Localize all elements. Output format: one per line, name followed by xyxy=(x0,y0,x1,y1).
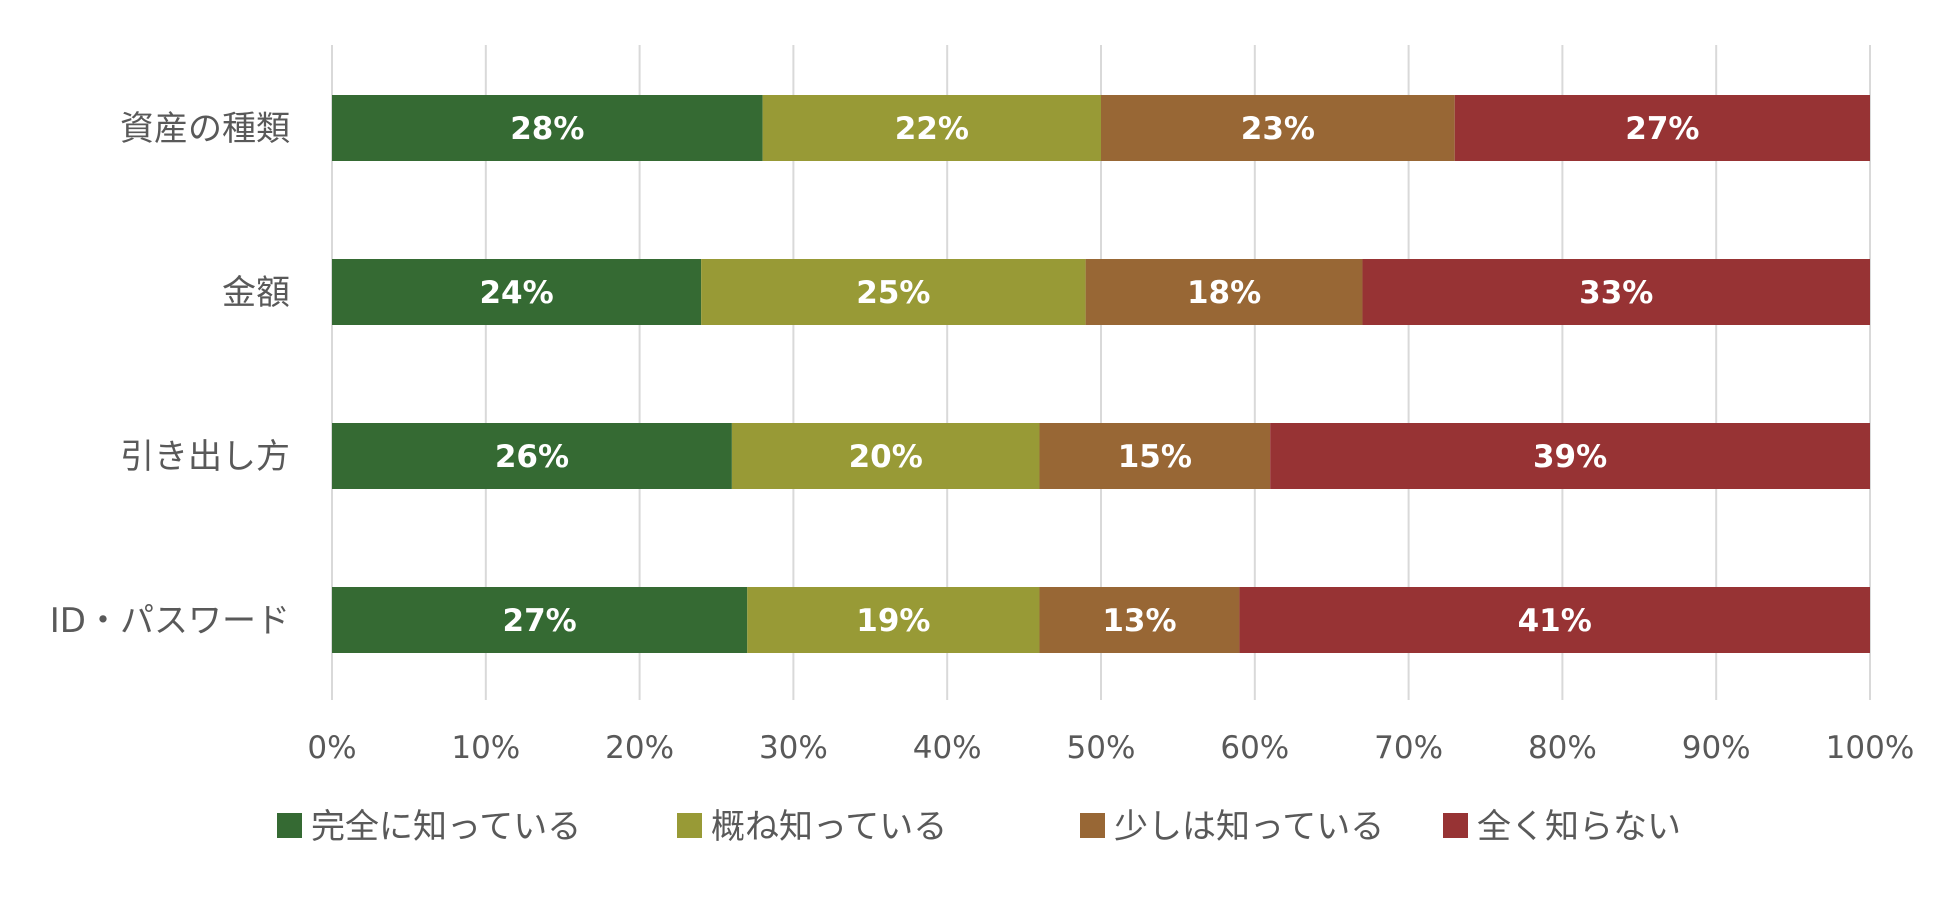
data-label: 20% xyxy=(849,439,923,475)
data-label: 18% xyxy=(1187,275,1261,311)
data-label: 39% xyxy=(1533,439,1607,475)
data-label: 24% xyxy=(479,275,553,311)
x-tick-label: 60% xyxy=(1220,730,1289,766)
x-tick-label: 80% xyxy=(1528,730,1597,766)
x-tick-label: 90% xyxy=(1682,730,1751,766)
category-label: 資産の種類 xyxy=(120,109,290,149)
bar-segment xyxy=(1362,259,1870,325)
data-label: 15% xyxy=(1118,439,1192,475)
data-label: 27% xyxy=(503,603,577,639)
legend-swatch xyxy=(1080,813,1105,838)
bar-segment xyxy=(731,423,1040,489)
bar-segment xyxy=(1270,423,1870,489)
bar-segment xyxy=(1454,95,1870,161)
bar-segment xyxy=(332,95,763,161)
bar-segment xyxy=(332,587,748,653)
data-label: 33% xyxy=(1579,275,1653,311)
data-label: 27% xyxy=(1625,111,1699,147)
bar-segment xyxy=(1239,587,1870,653)
category-label: 金額 xyxy=(222,273,290,313)
data-label: 13% xyxy=(1102,603,1176,639)
legend-label: 概ね知っている xyxy=(711,807,947,847)
legend-label: 少しは知っている xyxy=(1114,807,1384,847)
legend-swatch xyxy=(1443,813,1468,838)
legend: 完全に知っている 概ね知っている 少しは知っている 全く知らない xyxy=(277,807,1681,847)
x-tick-label: 70% xyxy=(1374,730,1443,766)
legend-label: 全く知らない xyxy=(1477,807,1681,847)
x-tick-label: 20% xyxy=(605,730,674,766)
data-label: 25% xyxy=(856,275,930,311)
legend-swatch xyxy=(677,813,702,838)
bar-segment xyxy=(747,587,1040,653)
data-label: 19% xyxy=(856,603,930,639)
value-axis: 0% 10% 20% 30% 40% 50% 60% 70% 80% 90% 100% xyxy=(307,730,1914,766)
x-tick-label: 50% xyxy=(1067,730,1136,766)
bars xyxy=(332,95,1870,653)
x-tick-label: 30% xyxy=(759,730,828,766)
data-label: 23% xyxy=(1241,111,1315,147)
category-label: ID・パスワード xyxy=(50,601,290,641)
data-label: 22% xyxy=(895,111,969,147)
data-labels: 28% 22% 23% 27% 24% 25% 18% 33% 26% 20% 15% 39% 27% 1… xyxy=(479,111,1699,639)
data-label: 26% xyxy=(495,439,569,475)
data-label: 28% xyxy=(510,111,584,147)
x-tick-label: 100% xyxy=(1826,730,1915,766)
bar-segment xyxy=(762,95,1101,161)
legend-swatch xyxy=(277,813,302,838)
bar-segment xyxy=(1085,259,1363,325)
x-tick-label: 40% xyxy=(913,730,982,766)
bar-segment xyxy=(1039,587,1240,653)
legend-label: 完全に知っている xyxy=(311,807,581,847)
category-label: 引き出し方 xyxy=(120,437,290,477)
bar-segment xyxy=(332,259,702,325)
bar-segment xyxy=(1039,423,1271,489)
bar-segment xyxy=(701,259,1086,325)
x-tick-label: 0% xyxy=(307,730,356,766)
x-tick-label: 10% xyxy=(451,730,520,766)
bar-segment xyxy=(332,423,732,489)
data-label: 41% xyxy=(1518,603,1592,639)
bar-segment xyxy=(1101,95,1455,161)
